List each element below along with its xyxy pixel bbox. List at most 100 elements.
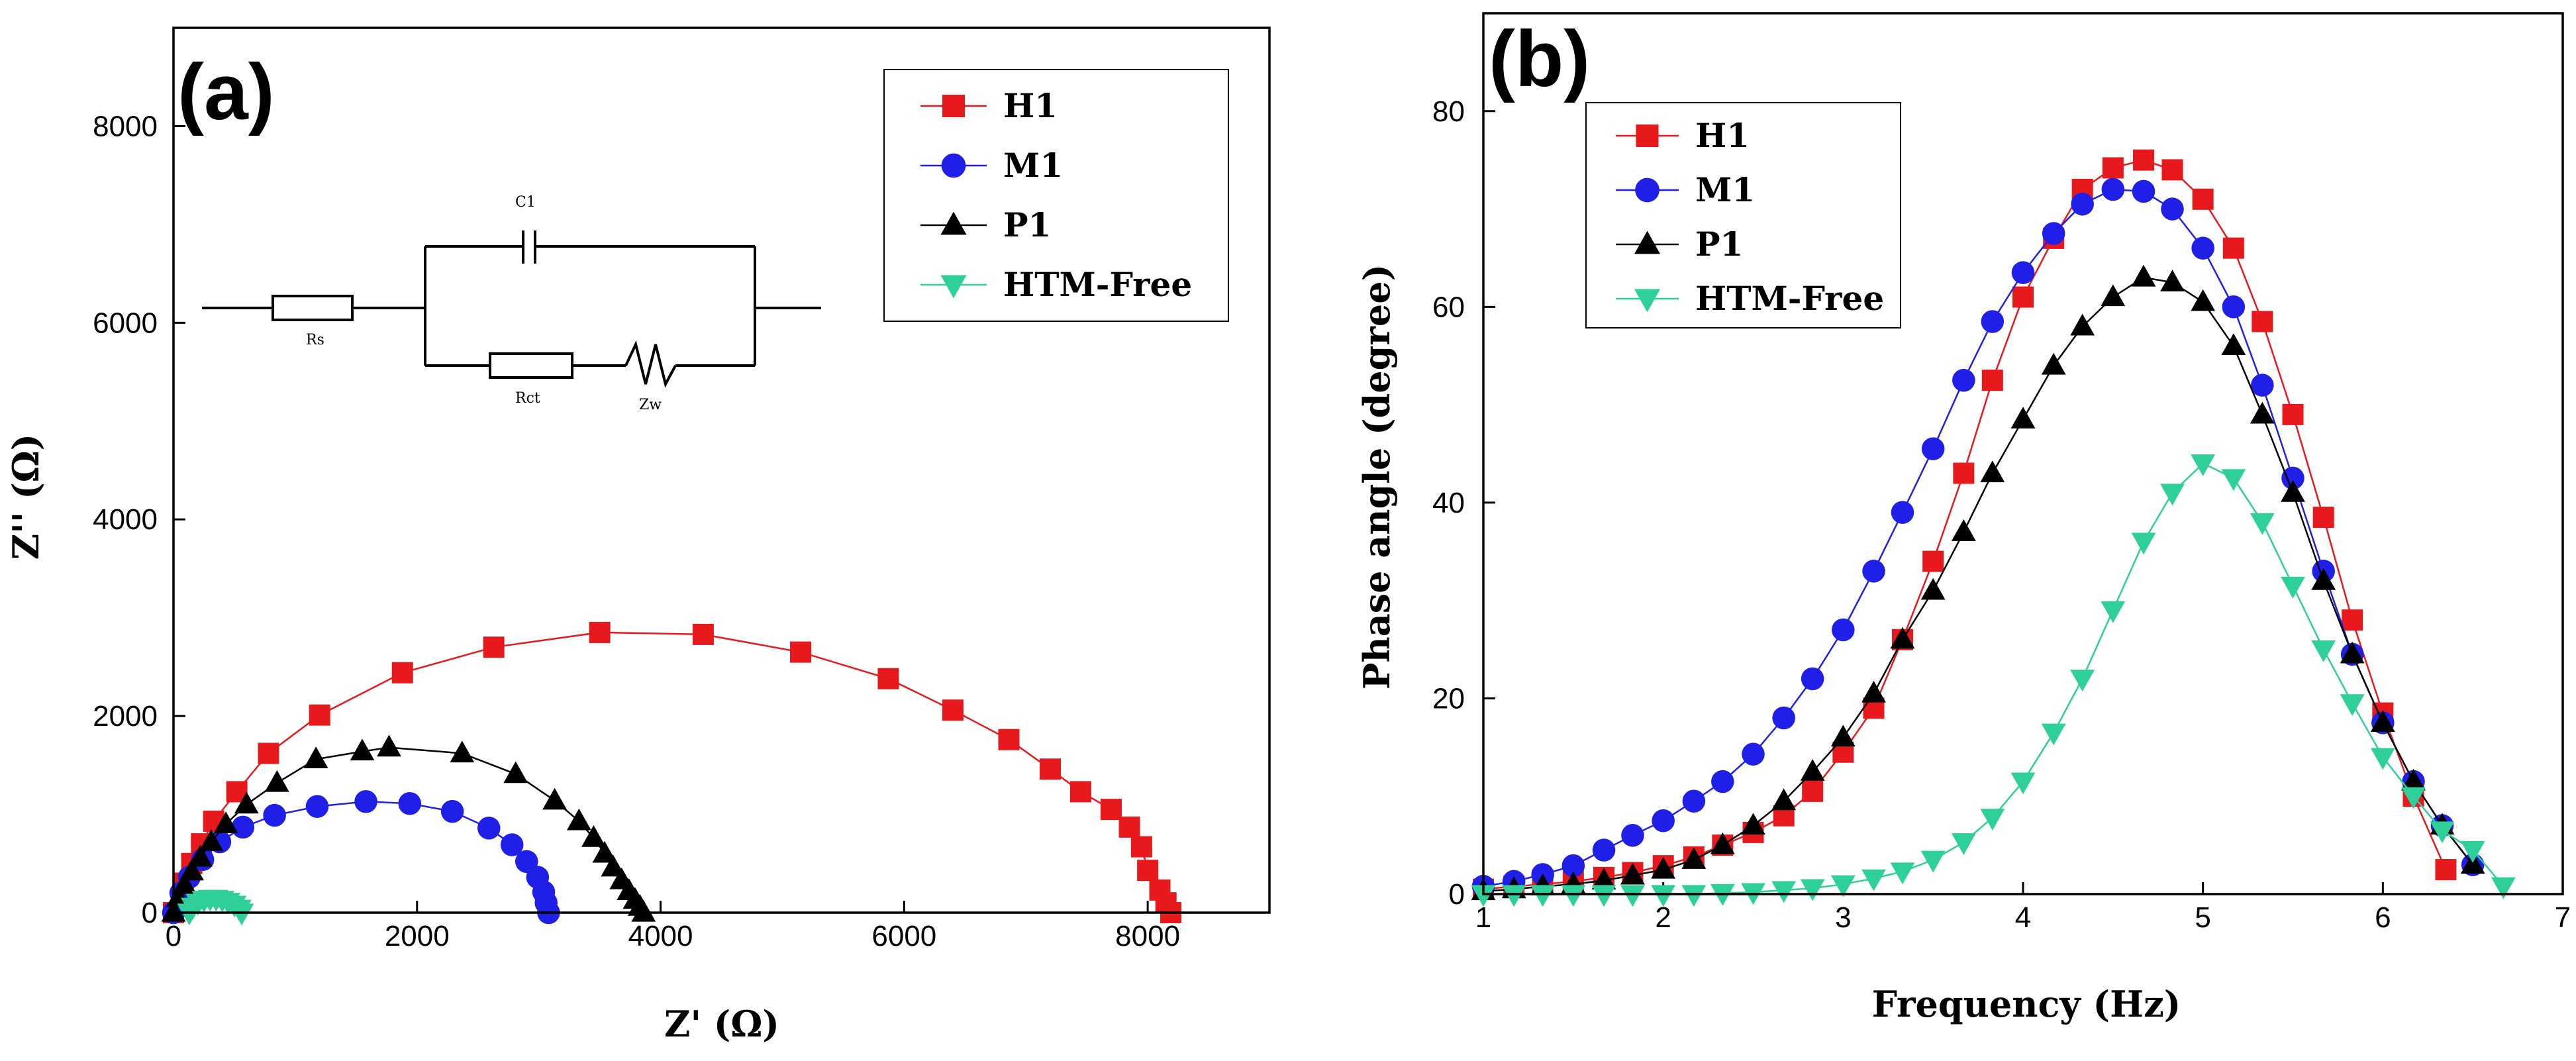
panel-b-data-point-h1 bbox=[1981, 370, 2003, 391]
panel-a-data-point-m1 bbox=[398, 791, 422, 815]
panel-b-data-point-m1 bbox=[2281, 466, 2304, 490]
panel-b-data-point-h1 bbox=[2012, 286, 2034, 308]
panel-b-x-tick-label: 6 bbox=[2375, 901, 2391, 934]
panel-b-data-point-p1 bbox=[2370, 710, 2395, 732]
label-c1: C1 bbox=[515, 194, 536, 211]
panel-b-data-point-p1 bbox=[1800, 759, 1825, 781]
panel-b-data-point-p1 bbox=[2070, 313, 2095, 336]
panel-a-data-point-p1 bbox=[188, 844, 213, 867]
panel-b-data-point-h1 bbox=[2192, 188, 2214, 210]
panel-a-data-point-h1 bbox=[483, 636, 505, 658]
label-rs: Rs bbox=[306, 332, 324, 348]
panel-a-data-point-h1 bbox=[1040, 758, 1061, 780]
panel-a-y-tick-label: 2000 bbox=[93, 700, 158, 733]
panel-a-data-point-m1 bbox=[354, 789, 377, 813]
panel-b-data-point-htm-free bbox=[1771, 881, 1797, 903]
panel-b-data-point-h1 bbox=[1802, 780, 1824, 802]
panel-b-data-point-p1 bbox=[2221, 333, 2246, 356]
panel-b-data-point-m1 bbox=[1621, 824, 1644, 847]
panel-a-legend-marker-h1 bbox=[942, 95, 965, 117]
panel-b-data-point-p1 bbox=[1620, 862, 1645, 885]
panel-b-x-axis-title: Frequency (Hz) bbox=[1872, 983, 2181, 1025]
warburg-element-symbol bbox=[624, 340, 677, 388]
panel-b-data-point-h1 bbox=[2435, 859, 2457, 881]
panel-a-data-point-p1 bbox=[264, 770, 289, 792]
panel-b-data-point-p1 bbox=[1861, 680, 1886, 703]
panel-b-data-point-h1 bbox=[2161, 159, 2183, 181]
panel-a-data-point-m1 bbox=[305, 795, 329, 818]
panel-b-data-point-htm-free bbox=[2281, 576, 2305, 599]
panel-b-data-point-p1 bbox=[1980, 460, 2005, 483]
panel-a-data-point-p1 bbox=[303, 746, 328, 769]
panel-b-data-point-htm-free bbox=[2191, 454, 2216, 476]
resistor-rct-symbol bbox=[489, 352, 573, 379]
panel-b-data-point-htm-free bbox=[1800, 879, 1825, 901]
panel-b-data-point-htm-free bbox=[2101, 601, 2126, 623]
panel-a-series-markers-h1 bbox=[163, 621, 1182, 923]
panel-b-data-point-h1 bbox=[1953, 462, 1975, 484]
panel-a-data-point-h1 bbox=[942, 699, 964, 721]
panel-a-data-point-p1 bbox=[234, 791, 259, 814]
panel-b-data-point-h1 bbox=[2222, 237, 2244, 259]
panel-a-x-tick-label: 0 bbox=[166, 920, 181, 952]
panel-a-series-markers-p1 bbox=[161, 734, 656, 922]
panel-b-data-point-p1 bbox=[2401, 768, 2426, 791]
label-zw: Zw bbox=[639, 397, 662, 413]
panel-b-data-point-m1 bbox=[1592, 838, 1616, 862]
panel-a-legend-label-htm-free: HTM-Free bbox=[1003, 265, 1192, 304]
panel-a-data-point-p1 bbox=[450, 740, 475, 763]
panel-a-legend-label-m1: M1 bbox=[1003, 146, 1063, 185]
panel-a-data-point-p1 bbox=[542, 787, 567, 810]
panel-b-data-point-p1 bbox=[2191, 289, 2216, 311]
panel-b-data-point-m1 bbox=[1742, 742, 1765, 766]
panel-b-legend-label-m1: M1 bbox=[1695, 170, 1755, 209]
label-rct: Rct bbox=[515, 390, 540, 407]
panel-a-series-line-h1 bbox=[172, 631, 1172, 913]
panel-a-data-point-p1 bbox=[213, 811, 238, 833]
panel-a-y-tick-label: 4000 bbox=[93, 503, 158, 536]
panel-a-y-tick-label: 6000 bbox=[93, 307, 158, 339]
panel-a-data-point-p1 bbox=[592, 840, 617, 863]
panel-b-data-point-htm-free bbox=[1830, 875, 1856, 897]
panel-b-data-point-p1 bbox=[2160, 270, 2185, 291]
panel-b-data-point-m1 bbox=[1921, 437, 1945, 460]
panel-b-data-point-m1 bbox=[2101, 177, 2125, 201]
panel-b-data-point-m1 bbox=[1711, 770, 1734, 793]
panel-b-data-point-p1 bbox=[1681, 847, 1707, 869]
panel-a-plot-area: 0 2000 4000 6000 8000 0 2000 4000 6000 8000 bbox=[93, 110, 1182, 952]
panel-a-data-point-h1 bbox=[790, 641, 812, 663]
panel-b-data-point-m1 bbox=[1952, 368, 1975, 392]
panel-b-series-markers-p1 bbox=[1471, 264, 2485, 901]
panel-b-data-point-m1 bbox=[1832, 618, 1855, 642]
panel-a-data-point-m1 bbox=[263, 803, 286, 827]
panel-a-data-point-p1 bbox=[199, 829, 224, 851]
panel-a-data-point-p1 bbox=[172, 872, 197, 895]
panel-b-x-tick-label: 4 bbox=[2015, 901, 2031, 934]
panel-b-data-point-htm-free bbox=[2401, 787, 2426, 809]
panel-b-series-markers-m1 bbox=[1471, 177, 2485, 898]
panel-b-y-tick-label: 80 bbox=[1432, 95, 1465, 128]
panel-a-label: (a) bbox=[177, 48, 275, 136]
panel-b-data-point-m1 bbox=[2071, 192, 2094, 216]
panel-b-data-point-p1 bbox=[2460, 852, 2485, 874]
panel-a-data-point-m1 bbox=[500, 833, 524, 856]
panel-b-data-point-htm-free bbox=[1951, 833, 1976, 855]
panel-b-series-line-m1 bbox=[1483, 188, 2474, 887]
resistor-rs-symbol bbox=[272, 295, 354, 321]
panel-a-x-tick-label: 8000 bbox=[1115, 920, 1180, 952]
panel-a-data-point-m1 bbox=[231, 815, 255, 839]
panel-b-data-point-m1 bbox=[2222, 295, 2246, 319]
panel-b-data-point-htm-free bbox=[1920, 850, 1946, 873]
panel-a-data-point-h1 bbox=[692, 623, 714, 645]
panel-b-data-point-htm-free bbox=[2250, 513, 2275, 535]
panel-a-data-point-h1 bbox=[1118, 816, 1140, 838]
panel-b-data-point-htm-free bbox=[2221, 469, 2246, 491]
panel-b-data-point-htm-free bbox=[2311, 640, 2336, 662]
panel-b-legend-label-h1: H1 bbox=[1695, 116, 1750, 155]
panel-b-legend-marker-h1 bbox=[1636, 125, 1659, 147]
panel-a-y-axis-title: Z'' (Ω) bbox=[5, 434, 47, 560]
panel-b-data-point-p1 bbox=[2250, 401, 2275, 424]
panel-a-data-point-m1 bbox=[477, 817, 501, 840]
